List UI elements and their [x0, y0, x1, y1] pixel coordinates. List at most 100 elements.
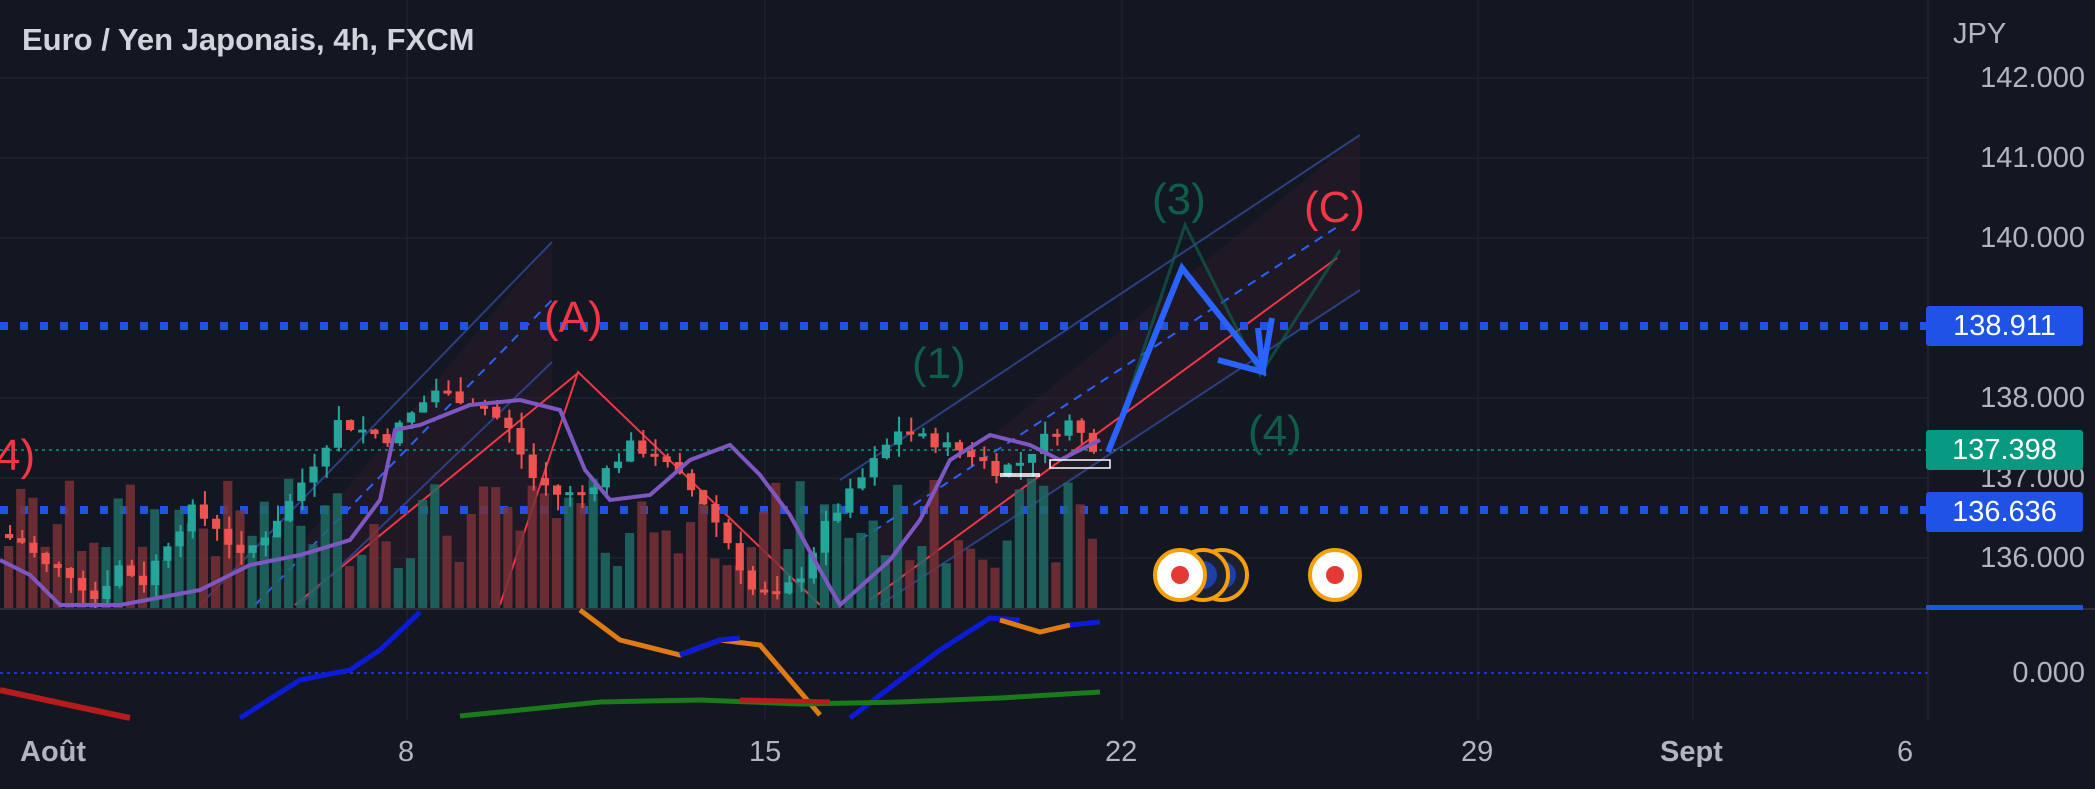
candle-body — [833, 512, 842, 521]
volume-bar — [381, 541, 391, 608]
level-badge-136636[interactable]: 136.636 — [1926, 492, 2083, 532]
oscillator-line-green — [459, 689, 1101, 719]
time-label: 8 — [398, 736, 415, 768]
event-markers — [1153, 548, 1362, 602]
candle-body — [492, 406, 501, 418]
volume-bar — [491, 487, 501, 608]
volume-bar — [759, 511, 769, 608]
volume-bar — [369, 524, 379, 608]
chart-title: Euro / Yen Japonais, 4h, FXCM — [22, 22, 475, 57]
candle-body — [333, 420, 342, 448]
volume-bar — [966, 548, 976, 608]
candle-body — [175, 531, 184, 547]
volume-bar — [905, 560, 915, 608]
volume-bar — [807, 553, 817, 608]
candle-body — [699, 490, 708, 505]
candle-body — [577, 492, 586, 496]
candle-body — [382, 434, 391, 444]
volume-bar — [405, 558, 416, 608]
candle-body — [747, 570, 757, 590]
volume-bar — [929, 480, 939, 608]
volume-bar — [174, 509, 184, 608]
time-label: 6 — [1897, 736, 1914, 768]
oscillator-line-blue-mid — [679, 635, 741, 658]
candlesticks — [5, 377, 1097, 608]
candle-body — [1015, 462, 1024, 466]
last-price-badge[interactable]: 137.398 — [1926, 430, 2083, 470]
candle-body — [1052, 433, 1061, 437]
volume-bar — [442, 535, 452, 608]
oscillator-line-red — [0, 687, 131, 721]
candle-body — [358, 429, 367, 433]
volume-bar — [868, 520, 878, 608]
volume-bar — [710, 558, 720, 608]
price-tick: 141.000 — [1980, 142, 2085, 174]
price-tick: 136.000 — [1980, 542, 2085, 574]
volume-bar — [1051, 562, 1061, 608]
candle-body — [626, 440, 635, 462]
candle-body — [260, 537, 269, 546]
candle-body — [735, 543, 744, 571]
candle-body — [540, 478, 549, 486]
candle-body — [869, 458, 878, 478]
volume-bar — [844, 537, 854, 608]
volume-bar — [16, 488, 26, 608]
volume-bar — [819, 504, 830, 608]
candle-body — [102, 585, 111, 599]
candle-body — [881, 444, 890, 459]
volume-bar — [637, 501, 647, 608]
volume-bar — [1063, 482, 1073, 608]
oscillator-line-blue-left — [238, 610, 422, 721]
volume-bar — [552, 518, 562, 608]
volume-bar — [515, 530, 525, 608]
candle-body — [78, 577, 87, 591]
candle-body — [820, 520, 830, 553]
volume-bar — [1039, 485, 1049, 608]
candle-body — [979, 457, 988, 461]
oscillator-pane — [0, 608, 1928, 721]
candle-body — [29, 542, 38, 553]
candle-body — [906, 431, 915, 435]
candle-body — [1076, 420, 1085, 433]
candle-body — [760, 589, 769, 593]
candle-body — [784, 582, 793, 594]
candle-body — [5, 534, 14, 539]
candle-body — [321, 447, 330, 467]
price-marker-tick — [1000, 473, 1040, 477]
oscillator-zero-tick: 0.000 — [2012, 657, 2085, 689]
candle-body — [565, 492, 574, 496]
volume-bar — [64, 480, 75, 608]
time-label: 22 — [1105, 736, 1138, 768]
candle-body — [187, 504, 196, 532]
candle-body — [893, 431, 903, 445]
volume-bar — [527, 485, 537, 608]
price-tick: 140.000 — [1980, 222, 2085, 254]
volume-bar — [198, 528, 209, 608]
candle-body — [419, 402, 428, 413]
candle-body — [589, 487, 598, 494]
price-marker-box — [1049, 459, 1111, 469]
candle-body — [857, 477, 866, 489]
time-label: Août — [20, 736, 87, 768]
volume-bar — [296, 525, 306, 608]
time-label: 15 — [749, 736, 782, 768]
candle-body — [930, 433, 939, 448]
level-badge-138911[interactable]: 138.911 — [1926, 306, 2083, 346]
volume-bar — [247, 535, 257, 608]
volume-bar — [612, 566, 623, 608]
candle-body — [285, 500, 294, 521]
candle-body — [126, 565, 135, 576]
candle-body — [954, 442, 964, 451]
volume-bar — [734, 565, 744, 608]
volume-bar — [953, 540, 964, 608]
candle-body — [808, 552, 817, 579]
projection-arrow — [1105, 262, 1275, 454]
moving-average-line — [0, 397, 1101, 609]
volume-bar — [308, 544, 318, 608]
candle-body — [553, 485, 562, 495]
volume-bar — [271, 535, 282, 608]
candle-body — [224, 528, 233, 545]
volume-bar — [588, 478, 598, 608]
candle-body — [443, 390, 452, 394]
